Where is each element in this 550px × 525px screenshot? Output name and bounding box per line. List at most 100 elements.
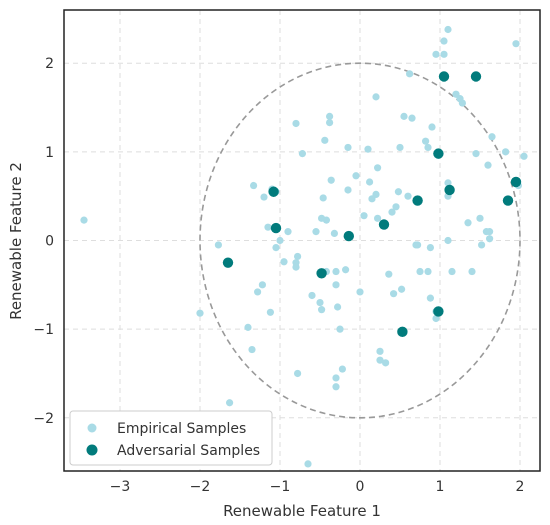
legend-label-adversarial: Adversarial Samples: [117, 443, 260, 459]
empirical-point: [424, 143, 432, 152]
y-axis-label: Renewable Feature 2: [7, 162, 25, 320]
empirical-point: [276, 236, 284, 245]
adversarial-point: [412, 195, 423, 206]
empirical-point: [327, 176, 335, 184]
empirical-point: [484, 161, 492, 169]
legend: Empirical Samples Adversarial Samples: [69, 410, 273, 466]
adversarial-point: [397, 326, 408, 338]
empirical-point: [292, 119, 300, 128]
empirical-point: [408, 114, 416, 122]
x-tick-label: 1: [436, 479, 445, 495]
empirical-point: [472, 150, 480, 158]
empirical-point: [424, 267, 432, 276]
adversarial-point: [433, 148, 444, 159]
x-tick-label: 2: [516, 479, 525, 495]
empirical-point: [344, 143, 352, 152]
x-tick-label: 0: [356, 479, 365, 495]
empirical-point: [254, 288, 262, 296]
x-ticks: −3 −2 −1 0 1 2: [110, 479, 525, 495]
adversarial-point: [316, 268, 327, 279]
empirical-point: [444, 25, 452, 34]
empirical-point: [284, 228, 292, 236]
empirical-point: [334, 303, 342, 311]
empirical-point: [376, 356, 384, 364]
x-axis-label: Renewable Feature 1: [223, 502, 381, 520]
empirical-point: [196, 309, 204, 317]
y-tick-label: 1: [45, 145, 54, 161]
empirical-point: [440, 50, 448, 58]
empirical-point: [322, 216, 330, 224]
empirical-point: [382, 359, 390, 367]
legend-marker-empirical: [87, 423, 97, 433]
empirical-point: [244, 323, 252, 331]
empirical-point: [332, 383, 340, 391]
empirical-point: [264, 223, 272, 231]
x-tick-label: −1: [270, 479, 291, 495]
empirical-point: [406, 70, 414, 78]
points-layer: [80, 25, 528, 468]
empirical-point: [390, 290, 398, 298]
plot-frame: [63, 9, 541, 472]
empirical-point: [260, 193, 268, 201]
empirical-point: [426, 243, 434, 252]
empirical-point: [304, 460, 312, 468]
legend-box: [69, 410, 273, 466]
empirical-point: [486, 228, 494, 236]
empirical-point: [316, 298, 324, 307]
y-tick-label: −1: [33, 322, 54, 338]
empirical-point: [360, 212, 368, 220]
adversarial-point: [378, 219, 390, 230]
empirical-point: [444, 179, 452, 187]
empirical-point: [366, 178, 374, 186]
y-tick-label: 0: [45, 234, 54, 250]
empirical-point: [502, 148, 510, 156]
y-ticks: −2 −1 0 1 2: [33, 56, 54, 427]
empirical-point: [478, 241, 486, 249]
empirical-point: [332, 267, 340, 276]
adversarial-point: [510, 176, 522, 188]
empirical-point: [294, 369, 302, 378]
empirical-point: [292, 263, 300, 271]
empirical-point: [338, 365, 346, 373]
empirical-point: [464, 219, 472, 227]
empirical-point: [332, 281, 340, 289]
empirical-point: [344, 186, 352, 194]
empirical-point: [312, 228, 320, 236]
empirical-point: [432, 314, 440, 323]
empirical-point: [374, 214, 382, 222]
empirical-point: [468, 267, 476, 276]
empirical-point: [214, 241, 222, 249]
empirical-point: [266, 308, 274, 316]
y-tick-label: −2: [33, 411, 54, 427]
empirical-point: [321, 136, 329, 144]
adversarial-point: [270, 222, 282, 234]
empirical-point: [319, 194, 327, 202]
empirical-point: [476, 214, 484, 222]
empirical-point: [326, 112, 334, 120]
empirical-point: [356, 288, 364, 296]
empirical-point: [326, 118, 334, 127]
empirical-point: [385, 270, 393, 278]
empirical-point: [426, 294, 434, 302]
empirical-point: [280, 258, 288, 266]
adversarial-point: [268, 186, 279, 197]
empirical-point: [432, 50, 440, 58]
legend-marker-adversarial: [86, 444, 98, 456]
adversarial-point: [470, 71, 482, 82]
empirical-point: [448, 267, 456, 276]
empirical-point: [80, 216, 88, 224]
empirical-point: [422, 137, 430, 145]
empirical-point: [318, 306, 326, 314]
empirical-point: [520, 152, 528, 160]
reference-circle-layer: [199, 62, 521, 419]
empirical-point: [404, 192, 412, 200]
adversarial-point: [433, 306, 444, 317]
x-tick-label: −3: [110, 479, 131, 495]
empirical-point: [396, 143, 404, 152]
empirical-point: [330, 229, 338, 238]
empirical-point: [398, 285, 406, 293]
empirical-point: [416, 267, 424, 276]
adversarial-point: [444, 184, 455, 196]
adversarial-point: [343, 230, 354, 242]
